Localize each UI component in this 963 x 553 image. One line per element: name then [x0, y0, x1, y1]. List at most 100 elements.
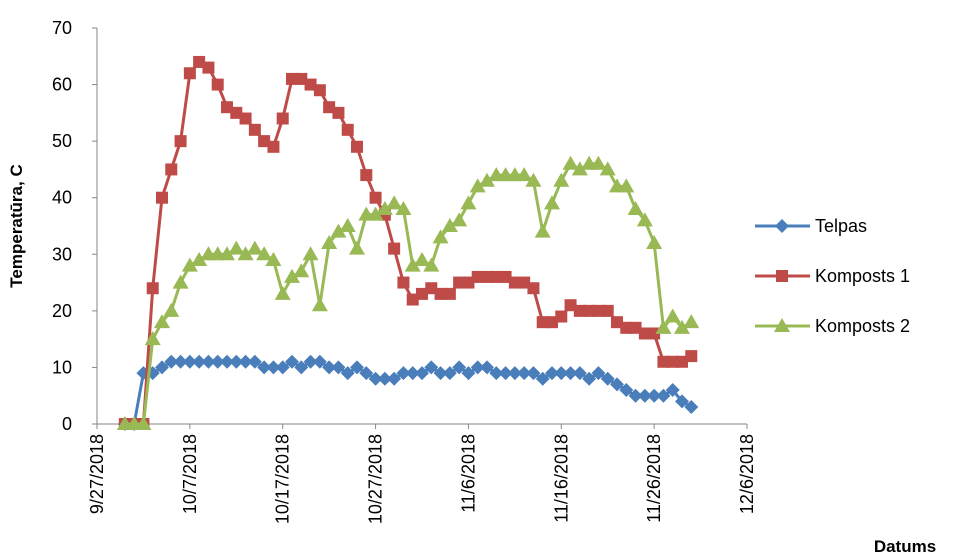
data-point: [489, 366, 504, 381]
data-point: [620, 321, 633, 334]
data-point: [369, 191, 382, 204]
data-point: [220, 354, 234, 369]
data-point: [665, 383, 680, 398]
data-point: [684, 400, 699, 415]
legend-marker: [774, 318, 790, 332]
data-point: [146, 282, 159, 295]
data-point: [415, 366, 429, 381]
data-point: [304, 78, 317, 91]
data-point: [377, 371, 392, 386]
data-point: [563, 366, 578, 381]
data-point: [591, 366, 606, 381]
data-point: [322, 360, 337, 375]
data-point: [332, 106, 345, 119]
data-point: [303, 354, 318, 369]
data-point: [470, 360, 485, 375]
data-point: [267, 140, 280, 153]
y-tick-label: 70: [52, 18, 72, 38]
data-point: [601, 304, 614, 317]
data-point: [302, 246, 319, 261]
data-point: [425, 282, 438, 295]
data-point: [293, 263, 310, 278]
data-point: [527, 282, 540, 295]
data-point: [471, 270, 484, 283]
data-point: [174, 135, 187, 148]
x-axis-title: Datums: [874, 537, 936, 553]
data-point: [265, 251, 282, 266]
data-point: [266, 360, 281, 375]
y-tick-label: 10: [52, 357, 72, 377]
y-tick-label: 20: [52, 301, 72, 321]
legend-label: Komposts 1: [815, 266, 910, 286]
data-point: [636, 212, 653, 227]
y-tick-label: 30: [52, 244, 72, 264]
data-point: [499, 270, 512, 283]
data-point: [490, 270, 503, 283]
data-point: [638, 327, 651, 340]
data-point: [405, 366, 420, 381]
data-point: [256, 246, 273, 261]
y-tick-label: 0: [62, 414, 72, 434]
data-point: [404, 257, 421, 272]
data-point: [349, 240, 365, 255]
data-point: [388, 242, 401, 255]
data-point: [341, 123, 354, 136]
data-point: [610, 377, 624, 392]
x-tick-label: 10/7/2018: [180, 434, 200, 514]
data-point: [535, 371, 550, 386]
data-point: [396, 366, 411, 381]
data-point: [202, 61, 215, 74]
data-point: [164, 354, 179, 369]
data-point: [526, 366, 541, 381]
x-tick-label: 12/6/2018: [737, 434, 757, 514]
data-point: [461, 366, 476, 381]
data-point: [582, 371, 597, 386]
data-point: [518, 276, 531, 289]
data-point: [173, 354, 188, 369]
data-point: [646, 234, 663, 249]
data-point: [564, 299, 577, 312]
data-point: [676, 355, 688, 368]
data-point: [351, 140, 363, 153]
data-point: [331, 360, 346, 375]
data-point: [321, 234, 338, 249]
legend-marker: [776, 270, 788, 282]
y-tick-label: 60: [52, 75, 72, 95]
data-point: [386, 195, 403, 210]
data-point: [257, 360, 272, 375]
data-point: [516, 167, 533, 182]
data-point: [553, 172, 570, 187]
data-point: [340, 366, 355, 381]
data-point: [546, 316, 558, 329]
data-point: [276, 112, 289, 125]
data-point: [554, 366, 569, 381]
data-point: [571, 161, 588, 176]
data-point: [376, 201, 393, 216]
data-point: [452, 360, 467, 375]
data-point: [479, 172, 495, 187]
data-point: [211, 78, 224, 91]
x-tick-label: 11/6/2018: [458, 434, 478, 513]
data-point: [618, 178, 635, 193]
data-point: [536, 316, 549, 329]
data-point: [451, 212, 468, 227]
data-point: [656, 388, 671, 403]
data-point: [453, 276, 466, 289]
data-point: [313, 84, 326, 97]
data-point: [312, 354, 327, 369]
data-point: [637, 388, 652, 403]
data-point: [229, 354, 244, 369]
data-point: [432, 229, 449, 244]
data-point: [172, 274, 189, 289]
legend-label: Komposts 2: [815, 316, 910, 336]
data-point: [284, 268, 300, 283]
data-point: [210, 354, 225, 369]
x-tick-label: 9/27/2018: [87, 434, 107, 514]
data-point: [247, 354, 262, 369]
data-point: [155, 360, 169, 375]
data-point: [664, 308, 681, 323]
data-point: [685, 350, 698, 363]
data-point: [590, 155, 607, 170]
data-point: [619, 383, 634, 398]
data-point: [191, 251, 208, 266]
